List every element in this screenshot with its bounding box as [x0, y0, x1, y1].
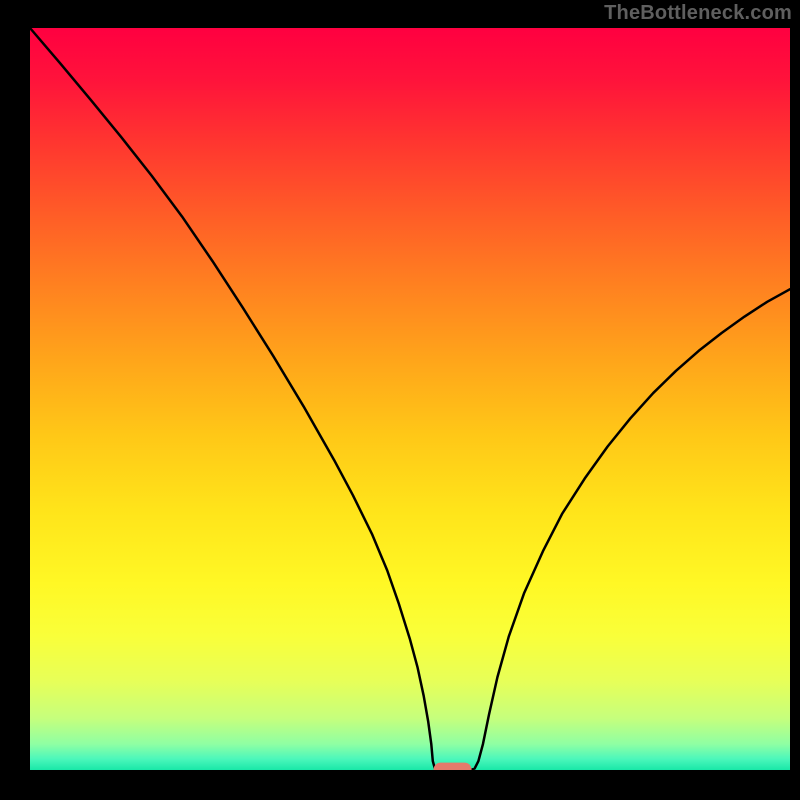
axis-left [0, 0, 30, 800]
axis-bottom [0, 770, 800, 800]
watermark-text: TheBottleneck.com [604, 2, 792, 25]
axis-right [790, 0, 800, 800]
chart-container: TheBottleneck.com [0, 0, 800, 800]
chart-background [30, 28, 790, 770]
bottleneck-chart [0, 0, 800, 800]
